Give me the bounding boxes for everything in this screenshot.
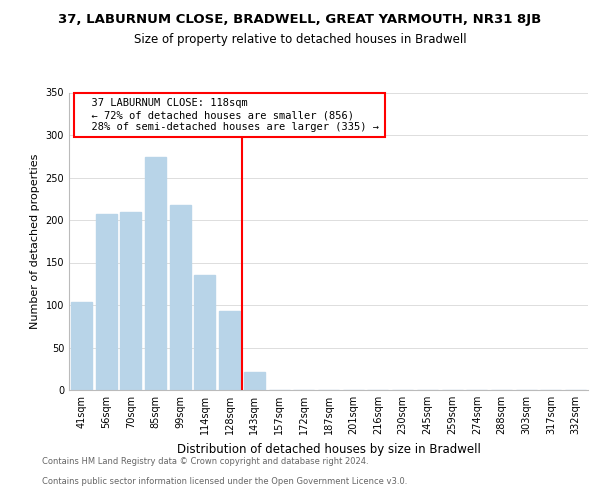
Bar bbox=[194, 275, 215, 390]
Bar bbox=[219, 311, 240, 390]
X-axis label: Distribution of detached houses by size in Bradwell: Distribution of detached houses by size … bbox=[176, 442, 481, 456]
Text: Size of property relative to detached houses in Bradwell: Size of property relative to detached ho… bbox=[134, 32, 466, 46]
Bar bbox=[170, 204, 191, 390]
Bar bbox=[120, 212, 141, 390]
Text: 37 LABURNUM CLOSE: 118sqm
  ← 72% of detached houses are smaller (856)
  28% of : 37 LABURNUM CLOSE: 118sqm ← 72% of detac… bbox=[79, 98, 379, 132]
Text: Contains HM Land Registry data © Crown copyright and database right 2024.: Contains HM Land Registry data © Crown c… bbox=[42, 458, 368, 466]
Bar bbox=[95, 214, 116, 390]
Text: 37, LABURNUM CLOSE, BRADWELL, GREAT YARMOUTH, NR31 8JB: 37, LABURNUM CLOSE, BRADWELL, GREAT YARM… bbox=[58, 12, 542, 26]
Text: Contains public sector information licensed under the Open Government Licence v3: Contains public sector information licen… bbox=[42, 478, 407, 486]
Bar bbox=[71, 302, 92, 390]
Bar bbox=[244, 372, 265, 390]
Bar bbox=[145, 157, 166, 390]
Y-axis label: Number of detached properties: Number of detached properties bbox=[30, 154, 40, 329]
